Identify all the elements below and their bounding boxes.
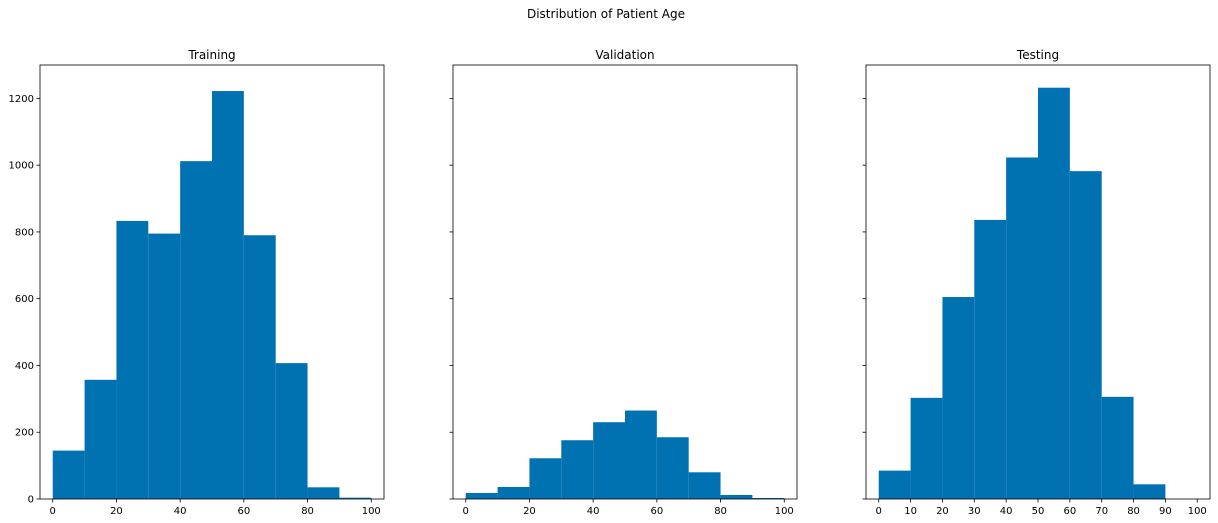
validation-title: Validation (595, 48, 654, 62)
training-ytick-label-0: 0 (28, 495, 34, 506)
training-ytick-label-1000: 1000 (9, 161, 34, 172)
validation-xtick-label-100: 100 (775, 506, 794, 517)
training-bar-20-30 (116, 220, 149, 499)
testing-xtick-label-70: 70 (1095, 506, 1108, 517)
training-xtick-label-80: 80 (301, 506, 314, 517)
validation-xtick-label-80: 80 (714, 506, 727, 517)
testing-xtick-label-80: 80 (1127, 506, 1140, 517)
training-ytick-label-400: 400 (15, 361, 34, 372)
validation-bar-20-30 (529, 458, 562, 499)
testing-xtick-label-100: 100 (1188, 506, 1207, 517)
validation-bar-10-20 (497, 486, 530, 499)
testing-xtick-label-20: 20 (936, 506, 949, 517)
validation-xtick-label-40: 40 (587, 506, 600, 517)
training-bar-90-100 (339, 497, 372, 499)
testing-bar-20-30 (942, 297, 975, 499)
training-xtick-label-40: 40 (174, 506, 187, 517)
panel-testing: Testing 0 10 20 30 40 50 60 70 80 90 100 (862, 48, 1211, 517)
validation-xtick-label-60: 60 (650, 506, 663, 517)
testing-xtick-label-10: 10 (904, 506, 917, 517)
training-ytick-label-600: 600 (15, 294, 34, 305)
testing-xtick-label-50: 50 (1032, 506, 1045, 517)
testing-bar-40-50 (1006, 157, 1038, 499)
training-title: Training (187, 48, 235, 62)
figure-title: Distribution of Patient Age (527, 7, 685, 21)
testing-bar-30-40 (974, 219, 1007, 500)
testing-xtick-label-40: 40 (1000, 506, 1013, 517)
training-bar-80-90 (307, 487, 340, 499)
validation-xtick-label-0: 0 (463, 506, 469, 517)
training-bar-30-40 (148, 233, 181, 500)
training-bar-50-60 (212, 91, 244, 499)
validation-bar-40-50 (593, 422, 625, 499)
validation-axes-frame (452, 64, 798, 500)
testing-xtick-label-60: 60 (1063, 506, 1076, 517)
validation-bar-50-60 (625, 410, 657, 499)
training-bar-10-20 (84, 379, 117, 499)
training-bar-40-50 (180, 161, 212, 499)
training-ytick-label-200: 200 (15, 428, 34, 439)
training-ytick-label-1200: 1200 (9, 94, 34, 105)
validation-bar-90-100 (752, 497, 785, 499)
training-bar-0-10 (52, 450, 85, 499)
training-axes-frame (39, 64, 385, 500)
validation-xtick-label-20: 20 (523, 506, 536, 517)
validation-bar-30-40 (561, 440, 594, 499)
training-xtick-label-100: 100 (362, 506, 381, 517)
testing-xtick-label-0: 0 (876, 506, 882, 517)
testing-title: Testing (1016, 48, 1059, 62)
testing-bar-10-20 (910, 397, 943, 499)
validation-bar-60-70 (656, 437, 689, 499)
training-bar-60-70 (243, 235, 276, 499)
testing-xtick-label-90: 90 (1159, 506, 1172, 517)
panel-validation: Validation 0 20 40 60 80 100 (449, 48, 798, 517)
testing-bar-60-70 (1069, 171, 1102, 499)
testing-bar-80-90 (1133, 484, 1166, 499)
training-xtick-label-60: 60 (237, 506, 250, 517)
testing-bar-70-80 (1101, 396, 1134, 499)
testing-bar-50-60 (1038, 87, 1070, 499)
training-xtick-label-0: 0 (50, 506, 56, 517)
testing-xtick-label-30: 30 (968, 506, 981, 517)
validation-bar-80-90 (720, 494, 753, 499)
validation-bar-70-80 (688, 472, 721, 499)
training-bar-70-80 (275, 363, 308, 499)
testing-bar-0-10 (878, 470, 911, 499)
training-ytick-label-800: 800 (15, 227, 34, 238)
validation-bar-0-10 (465, 492, 498, 499)
training-xtick-label-20: 20 (110, 506, 123, 517)
